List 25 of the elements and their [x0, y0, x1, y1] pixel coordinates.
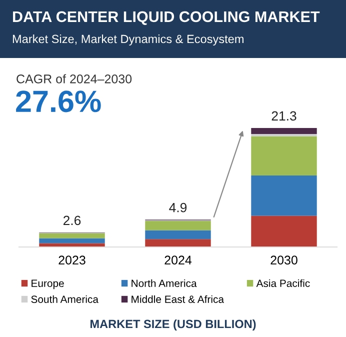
legend-label: North America	[132, 279, 197, 288]
bar	[145, 221, 211, 230]
x-tick-label: 2023	[58, 256, 86, 265]
legend-label: Europe	[32, 280, 64, 290]
legend-label: South America	[31, 295, 98, 303]
x-tick-label: 2030	[270, 256, 298, 265]
annotation: 21.3	[272, 111, 296, 121]
bar	[251, 175, 317, 216]
bar	[39, 238, 105, 244]
bar	[251, 136, 317, 176]
text: 27.6%	[16, 90, 101, 112]
chart-title: DATA CENTER LIQUID COOLING MARKET	[13, 11, 320, 25]
text: CAGR of 2024–2030	[16, 74, 132, 84]
legend-label: Asia Pacific	[256, 279, 310, 288]
bar	[251, 128, 317, 134]
annotation: 4.9	[169, 202, 187, 212]
x-tick-label: 2024	[164, 256, 192, 265]
bar	[145, 239, 211, 247]
annotation: 2.6	[63, 216, 81, 226]
bar	[251, 216, 317, 247]
bar	[39, 233, 105, 238]
chart-subtitle: Market Size, Market Dynamics & Ecosystem	[12, 34, 244, 46]
legend-label: Middle East & Africa	[132, 295, 224, 303]
bar	[145, 230, 211, 240]
text: MARKET SIZE (USD BILLION)	[90, 319, 256, 331]
